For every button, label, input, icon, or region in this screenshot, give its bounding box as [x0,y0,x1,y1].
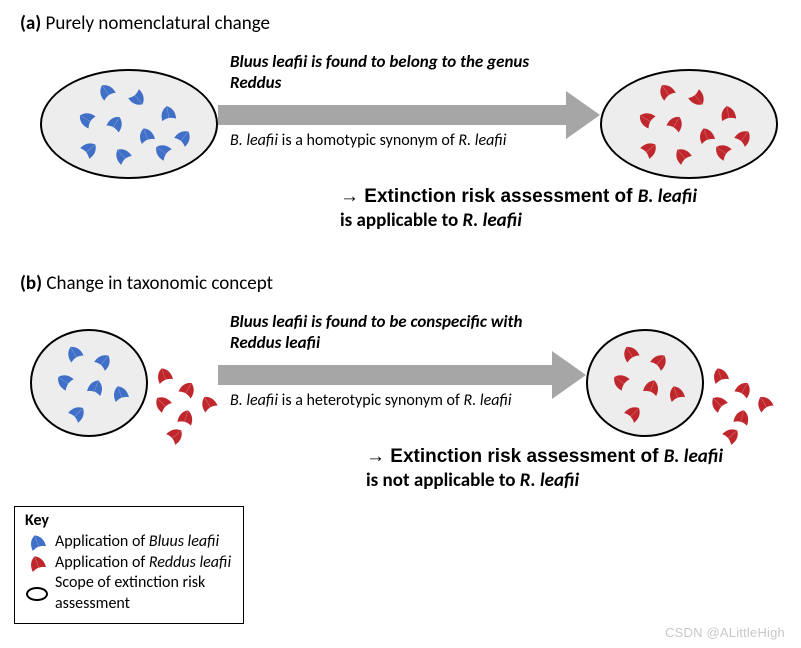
panel-a-tag: (a) [20,12,41,35]
leaf-icon [712,141,732,166]
watermark: CSDN @ALittleHigh [665,625,785,640]
leaf-icon [106,113,126,138]
leaf-icon [80,139,100,164]
panel-b: (b) Change in taxonomic concept [20,272,781,512]
oval-icon [25,587,49,601]
panel-b-conclusion: → Extinction risk assessment of B. leafi… [366,445,796,493]
panel-b-title: Change in taxonomic concept [46,272,273,295]
leaf-icon [718,103,738,128]
leaf-icon [640,139,660,164]
key-row-oval: Scope of extinction riskassessment [25,573,231,615]
leaf-icon [666,113,686,138]
leaf-icon [128,89,148,114]
panel-a-heading: (a) Purely nomenclatural change [20,12,781,35]
panel-b-tag: (b) [20,272,42,295]
arrow-head-icon [566,91,600,139]
leaf-icon [734,127,754,152]
leaf-icon [96,81,116,106]
panel-b-heading: (b) Change in taxonomic concept [20,272,781,295]
leaf-icon [710,365,730,390]
panel-b-right-red-cluster [20,329,780,449]
key-row-red: Application of Reddus leafii [25,553,231,574]
panel-a-arrow-top: Bluus leafii is found to belong to the g… [230,51,560,94]
leaf-icon [158,103,178,128]
leaf-icon [636,109,656,134]
key-row-blue: Application of Bluus leafii [25,532,231,553]
leaf-icon [76,109,96,134]
panel-a-right-ellipse [600,69,778,179]
panel-a: (a) Purely nomenclatural change [20,12,781,252]
key-title: Key [25,511,231,532]
panel-a-diagram: Bluus leafii is found to belong to the g… [20,35,781,235]
arrow-body [218,105,570,125]
panel-a-title: Purely nomenclatural change [46,12,271,35]
leaf-icon [672,145,692,170]
leaf-icon [174,127,194,152]
panel-b-diagram: Bluus leafii is found to be conspecific … [20,295,781,495]
leaf-icon [688,89,708,114]
leaf-icon [708,393,728,418]
key-box: Key Application of Bluus leafii Applicat… [14,506,244,624]
leaf-icon [25,553,49,573]
leaf-icon [754,393,774,418]
leaf-icon [656,81,676,106]
leaf-icon [112,145,132,170]
leaf-icon [25,532,49,552]
leaf-icon [152,141,172,166]
panel-a-conclusion: → Extinction risk assessment of B. leafi… [340,185,780,233]
panel-a-arrow-bottom: B. leafii is a homotypic synonym of R. l… [230,131,530,151]
panel-a-left-ellipse [40,69,218,179]
